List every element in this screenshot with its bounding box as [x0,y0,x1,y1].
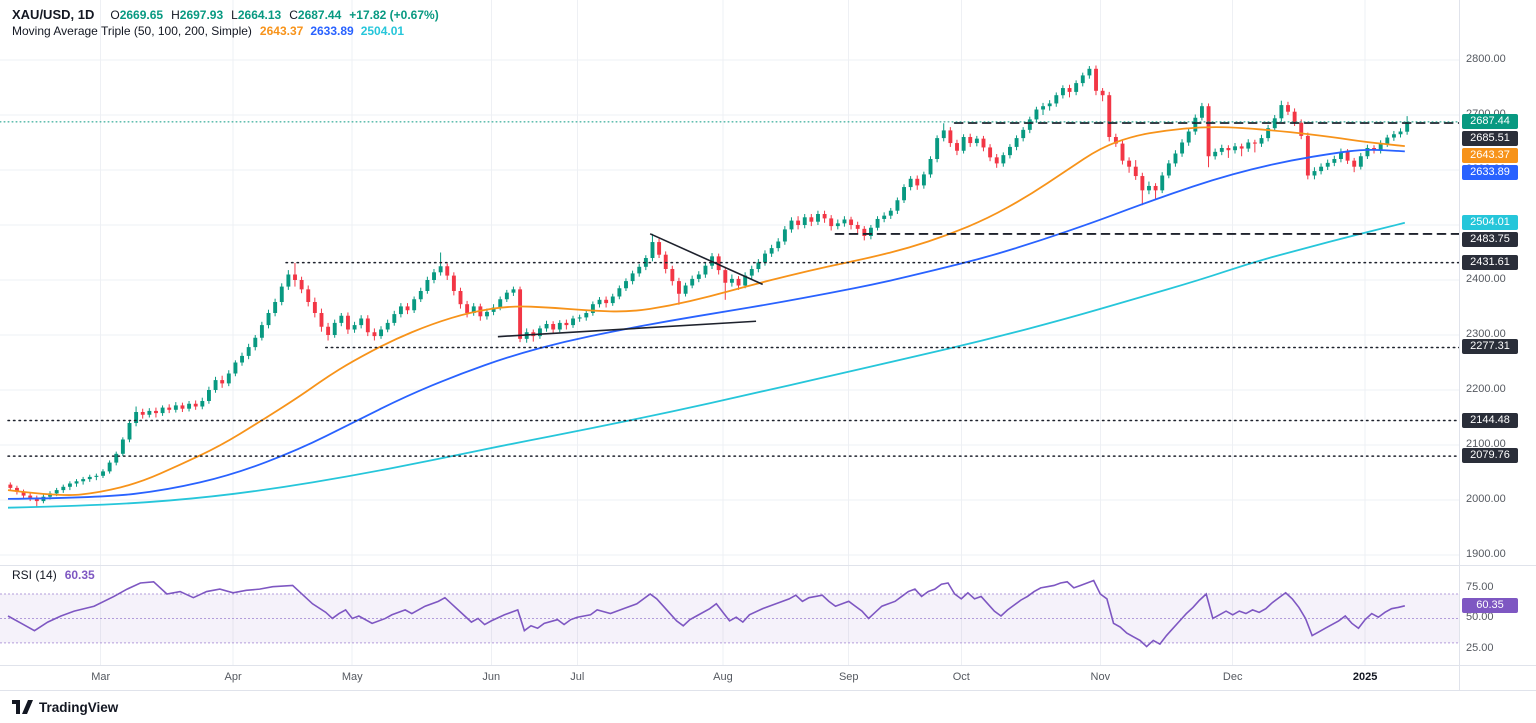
price-axis-badge: 2079.76 [1462,448,1518,464]
time-axis-label: Jun [482,671,501,683]
time-axis-label: Dec [1222,671,1243,683]
ohlc-high: H2697.93 [171,8,224,22]
tradingview-logo-text: TradingView [39,699,119,715]
price-axis-label: 2800.00 [1466,53,1506,65]
rsi-title[interactable]: RSI (14) [12,568,57,582]
price-axis-badge: 2643.37 [1462,147,1518,163]
time-axis-label: Jul [570,671,585,683]
price-axis-badge: 2277.31 [1462,339,1518,355]
tradingview-logo-icon [12,700,33,714]
price-axis-label: 1900.00 [1466,548,1506,560]
time-axis[interactable]: Mar Apr May Jun Jul Aug Sep Oct Nov Dec 2025 [0,666,1536,690]
price-axis-badge: 2685.51 [1462,130,1518,146]
rsi-axis-label: 25.00 [1466,642,1494,654]
ohlc-low: L2664.13 [231,8,282,22]
ma200-value: 2504.01 [360,24,405,38]
time-axis-label: Aug [713,671,733,683]
price-axis-badge: 2633.89 [1462,164,1518,180]
symbol-title[interactable]: XAU/USD, 1D [12,7,95,22]
price-axis-label: 2300.00 [1466,328,1506,340]
ohlc-open: O2669.65 [110,8,164,22]
price-axis-badge: 2687.44 [1462,113,1518,129]
sma-200-line[interactable] [7,221,1406,509]
price-axis-badge: 2144.48 [1462,412,1518,428]
ohlc-close: C2687.44 [289,8,342,22]
change-value: +17.82 (+0.67%) [349,8,439,22]
price-axis[interactable]: 1900.00 2000.00 2100.00 2200.00 2300.00 2400.… [1460,0,1536,690]
time-axis-label: May [341,671,363,683]
price-axis-label: 2400.00 [1466,273,1506,285]
pane-separators [0,0,1536,691]
time-axis-label: Apr [224,671,242,683]
indicator-title[interactable]: Moving Average Triple (50, 100, 200, Sim… [12,24,252,38]
price-axis-label: 2200.00 [1466,383,1506,395]
time-axis-label: 2025 [1352,671,1378,683]
symbol-legend-row[interactable]: XAU/USD, 1D O2669.65 H2697.93 L2664.13 C2687… [12,6,439,23]
rsi-axis-badge: 60.35 [1462,597,1518,613]
tradingview-logo[interactable]: TradingView [12,700,118,715]
trendline-2[interactable] [497,320,757,338]
time-axis-label: Sep [838,671,859,683]
price-axis-label: 2100.00 [1466,438,1506,450]
rsi-axis-label: 50.00 [1466,611,1494,624]
trendline-1[interactable] [649,233,764,286]
grid [0,0,1459,665]
time-axis-label: Nov [1090,671,1111,683]
rsi-value: 60.35 [64,568,95,582]
footer-bar: TradingView [0,691,1536,723]
price-axis-label: 2000.00 [1466,493,1506,505]
legend: XAU/USD, 1D O2669.65 H2697.93 L2664.13 C2687… [12,6,439,40]
ma50-value: 2643.37 [259,24,304,38]
sma-50-line[interactable] [7,126,1405,496]
time-axis-label: Oct [952,671,970,683]
price-axis-badge: 2504.01 [1462,214,1518,230]
time-axis-label: Mar [91,671,111,683]
ma100-value: 2633.89 [310,24,354,38]
rsi-axis-label: 75.00 [1466,580,1494,593]
candlestick-series[interactable] [8,65,1410,507]
price-axis-badge: 2431.61 [1462,254,1518,270]
rsi-legend-row[interactable]: RSI (14) 60.35 [12,568,102,582]
price-axis-badge: 2483.75 [1462,231,1518,247]
rsi-line[interactable] [7,579,1406,648]
sma-100-line[interactable] [7,148,1405,500]
indicator-legend-row[interactable]: Moving Average Triple (50, 100, 200, Sim… [12,23,439,40]
